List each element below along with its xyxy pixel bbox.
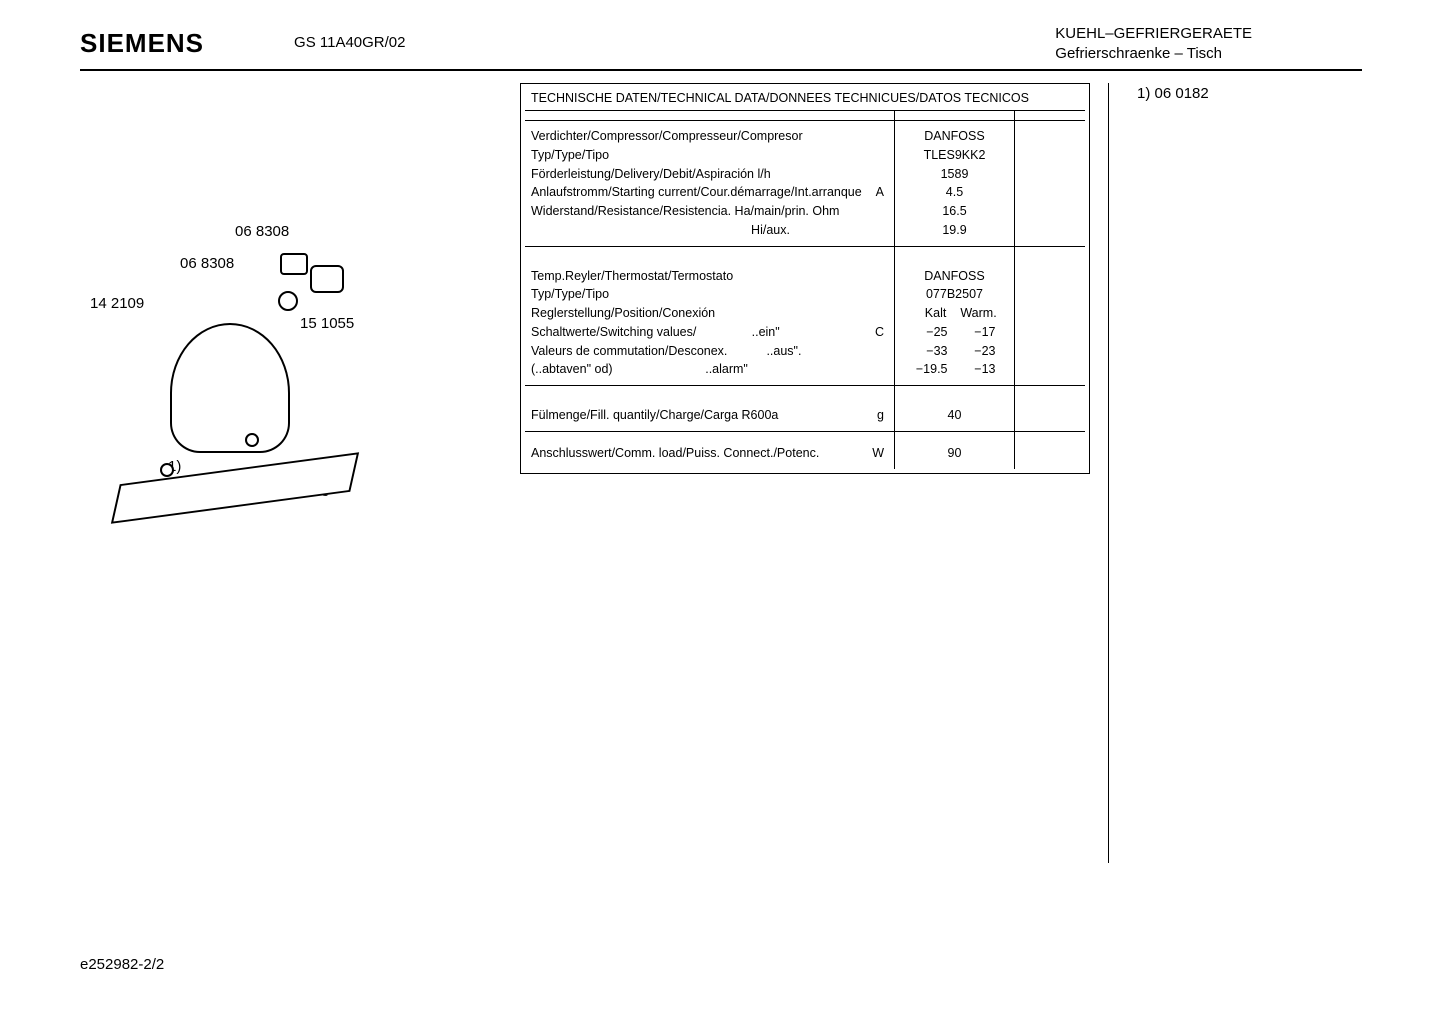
spec-value: TLES9KK2	[899, 146, 1010, 165]
spec-value: −13	[962, 360, 996, 379]
spec-label: Verdichter/Compressor/Compresseur/Compre…	[531, 127, 803, 146]
spec-label: Hi/aux.	[751, 221, 790, 240]
spec-section-thermostat: Temp.Reyler/Thermostat/Termostato Typ/Ty…	[525, 261, 1085, 387]
spec-value: 19.9	[899, 221, 1010, 240]
spec-value: −17	[962, 323, 996, 342]
spec-gap	[525, 247, 1085, 261]
spec-label: Widerstand/Resistance/Resistencia. Ha/ma…	[531, 202, 839, 221]
part-label-068308-a: 06 8308	[235, 223, 289, 240]
spec-unit: A	[876, 183, 890, 202]
spec-label: Temp.Reyler/Thermostat/Termostato	[531, 267, 733, 286]
spec-value: −25	[914, 323, 948, 342]
spec-label: Typ/Type/Tipo	[531, 285, 609, 304]
compressor-diagram: 06 8308 06 8308 14 2109 15 1055 1) 1) 29…	[100, 233, 400, 553]
spec-label: Förderleistung/Delivery/Debit/Aspiración…	[531, 165, 771, 184]
part-shape	[245, 433, 259, 447]
part-label-068308-b: 06 8308	[180, 255, 234, 272]
product-category: KUEHL–GEFRIERGERAETE Gefrierschraenke – …	[1055, 24, 1252, 65]
spec-value: 90	[899, 444, 1010, 463]
spec-value: 4.5	[899, 183, 1010, 202]
part-shape	[280, 253, 308, 275]
spec-value: −19.5	[914, 360, 948, 379]
spec-label: Anlaufstromm/Starting current/Cour.démar…	[531, 183, 862, 202]
base-plate-shape	[111, 452, 359, 524]
spec-label: Reglerstellung/Position/Conexión	[531, 304, 715, 323]
spec-value: DANFOSS	[899, 127, 1010, 146]
part-shape	[278, 291, 298, 311]
spec-label-mid: ..ein"	[752, 323, 820, 342]
header-divider	[80, 69, 1362, 71]
spec-value: −23	[962, 342, 996, 361]
spec-section-compressor: Verdichter/Compressor/Compresseur/Compre…	[525, 121, 1085, 247]
spec-section-fill: Fülmenge/Fill. quantily/Charge/Carga R60…	[525, 400, 1085, 432]
compressor-body-shape	[170, 323, 290, 453]
spec-gap	[525, 386, 1085, 400]
category-line-1: KUEHL–GEFRIERGERAETE	[1055, 24, 1252, 44]
spec-section-power: Anschlusswert/Comm. load/Puiss. Connect.…	[525, 438, 1085, 469]
model-number: GS 11A40GR/02	[294, 28, 405, 51]
spec-label: Typ/Type/Tipo	[531, 146, 609, 165]
spec-unit: W	[872, 444, 890, 463]
spec-label: Valeurs de commutation/Desconex.	[531, 342, 727, 361]
diagram-column: 06 8308 06 8308 14 2109 15 1055 1) 1) 29…	[80, 83, 520, 553]
spec-label: Fülmenge/Fill. quantily/Charge/Carga R60…	[531, 406, 778, 425]
spec-value: 077B2507	[899, 285, 1010, 304]
part-label-151055: 15 1055	[300, 315, 354, 332]
spec-value: 1589	[899, 165, 1010, 184]
spec-value: Warm.	[960, 304, 996, 323]
spec-title: TECHNISCHE DATEN/TECHNICAL DATA/DONNEES …	[525, 88, 1085, 111]
part-shape	[160, 463, 174, 477]
spec-column: TECHNISCHE DATEN/TECHNICAL DATA/DONNEES …	[520, 83, 1090, 474]
footnote-1: 1) 06 0182	[1137, 85, 1362, 102]
part-label-142109: 14 2109	[90, 295, 144, 312]
spec-value: Kalt	[912, 304, 946, 323]
spec-value: 40	[899, 406, 1010, 425]
page-footer: e252982-2/2	[80, 956, 164, 973]
spec-value: 16.5	[899, 202, 1010, 221]
spec-blank-row	[525, 111, 1085, 121]
part-shape	[310, 265, 344, 293]
spec-label: Anschlusswert/Comm. load/Puiss. Connect.…	[531, 444, 819, 463]
category-line-2: Gefrierschraenke – Tisch	[1055, 44, 1252, 64]
spec-unit: g	[877, 406, 890, 425]
spec-label-mid: ..aus".	[766, 342, 841, 361]
spec-label-mid: ..alarm"	[705, 360, 788, 379]
spec-label: Schaltwerte/Switching values/	[531, 323, 696, 342]
spec-table: TECHNISCHE DATEN/TECHNICAL DATA/DONNEES …	[520, 83, 1090, 474]
spec-value: −33	[914, 342, 948, 361]
footnote-column: 1) 06 0182	[1108, 83, 1362, 863]
brand-logo: SIEMENS	[80, 28, 204, 59]
spec-label: (..abtaven" od)	[531, 360, 613, 379]
spec-unit: C	[875, 323, 890, 342]
spec-value: DANFOSS	[899, 267, 1010, 286]
